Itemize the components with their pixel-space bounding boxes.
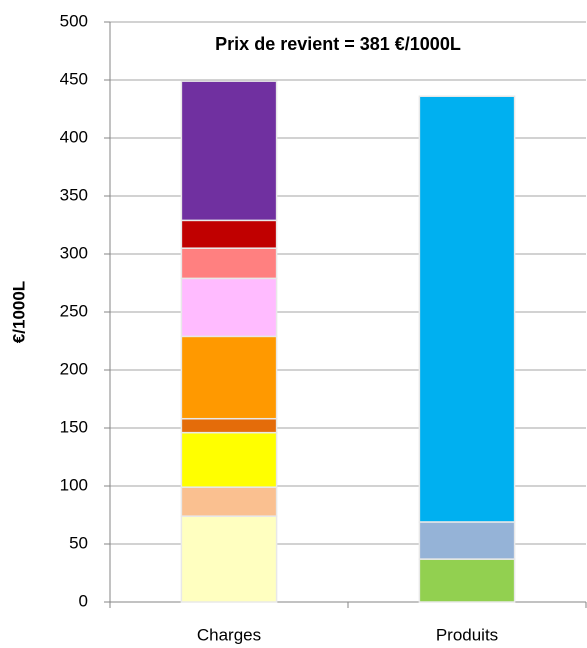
y-tick-label: 450 [60, 69, 88, 88]
bar-segment [180, 486, 278, 517]
y-tick-label: 50 [69, 533, 88, 552]
bar-segment [180, 515, 278, 603]
bar-segment [418, 95, 516, 523]
y-tick-label: 200 [60, 359, 88, 378]
bar-segment [180, 247, 278, 280]
y-tick-label: 100 [60, 475, 88, 494]
bar-segment [418, 521, 516, 560]
bar-segment [180, 277, 278, 338]
y-tick-label: 150 [60, 417, 88, 436]
y-tick-label: 300 [60, 243, 88, 262]
chart-title: Prix de revient = 381 €/1000L [215, 34, 461, 54]
bar-segment [180, 417, 278, 434]
y-tick-label: 0 [79, 591, 88, 610]
x-tick-label: Charges [197, 625, 261, 644]
y-tick-label: 400 [60, 127, 88, 146]
y-axis-label: €/1000L [9, 281, 28, 343]
bar-segment [180, 80, 278, 222]
x-tick-label: Produits [436, 625, 498, 644]
y-tick-label: 250 [60, 301, 88, 320]
y-tick-label: 350 [60, 185, 88, 204]
bar-segment [418, 558, 516, 603]
bar-segment [180, 335, 278, 420]
bar-segment [180, 431, 278, 488]
bar-segment [180, 219, 278, 249]
y-tick-label: 500 [60, 11, 88, 30]
